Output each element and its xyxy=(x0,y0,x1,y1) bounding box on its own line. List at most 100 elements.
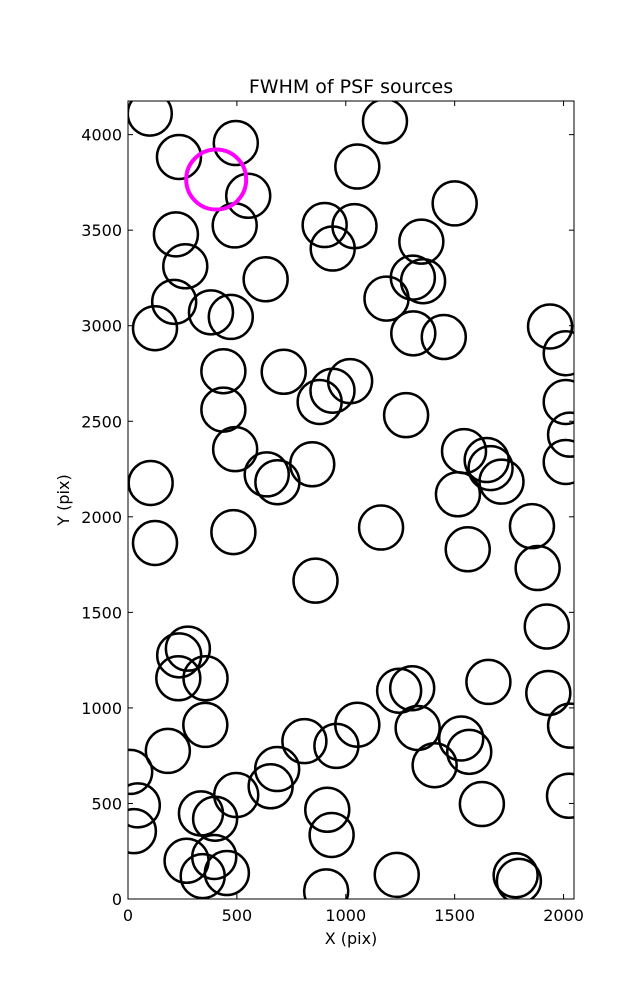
source-marker xyxy=(242,256,289,303)
source-marker xyxy=(361,101,409,145)
x-tick-label: 1000 xyxy=(325,906,366,925)
source-marker xyxy=(437,715,485,762)
y-tick-label: 0 xyxy=(112,890,122,909)
source-marker xyxy=(304,786,351,834)
source-marker xyxy=(131,519,179,567)
source-marker xyxy=(243,451,290,498)
source-marker xyxy=(326,357,374,405)
x-axis-label: X (pix) xyxy=(325,929,378,948)
source-marker xyxy=(357,504,405,551)
source-marker xyxy=(542,329,574,377)
source-marker xyxy=(254,458,301,506)
source-marker xyxy=(542,438,574,486)
source-marker xyxy=(546,411,574,458)
source-marker xyxy=(187,289,235,336)
source-marker xyxy=(398,218,445,265)
source-marker xyxy=(210,508,257,556)
source-marker xyxy=(334,143,381,190)
source-marker xyxy=(308,811,355,859)
y-axis: 0 500 1000 1500 2000 2500 3000 3500 4000 xyxy=(81,126,574,909)
source-marker xyxy=(467,444,514,492)
source-marker xyxy=(434,471,482,518)
source-marker xyxy=(495,857,543,899)
source-marker xyxy=(301,201,348,249)
source-marker xyxy=(191,795,239,842)
source-marker xyxy=(458,780,506,828)
highlighted-source-marker xyxy=(184,147,249,212)
source-marker xyxy=(182,655,229,702)
source-marker xyxy=(525,669,572,717)
source-marker xyxy=(182,701,229,749)
x-tick-label: 2000 xyxy=(543,906,584,925)
source-marker xyxy=(164,625,212,672)
x-tick-label: 0 xyxy=(123,906,133,925)
source-marker xyxy=(526,303,574,350)
y-tick-label: 500 xyxy=(91,794,122,813)
source-marker xyxy=(478,458,525,505)
source-marker xyxy=(411,741,458,789)
y-tick-label: 2500 xyxy=(81,412,122,431)
y-tick-label: 3000 xyxy=(81,317,122,336)
source-marker xyxy=(131,304,179,352)
y-tick-label: 3500 xyxy=(81,221,122,240)
y-tick-label: 4000 xyxy=(81,126,122,145)
source-marker xyxy=(150,278,198,326)
source-marker xyxy=(128,807,158,855)
source-marker xyxy=(247,763,294,810)
y-tick-label: 1500 xyxy=(81,603,122,622)
y-tick-label: 2000 xyxy=(81,508,122,527)
source-marker xyxy=(179,852,226,899)
source-marker xyxy=(203,849,251,897)
source-marker xyxy=(302,868,350,899)
source-marker xyxy=(155,632,203,679)
x-tick-label: 1500 xyxy=(434,906,475,925)
x-tick-label: 500 xyxy=(222,906,253,925)
source-marker xyxy=(128,782,162,829)
source-marker xyxy=(431,180,478,227)
source-marker xyxy=(388,664,436,712)
source-marker xyxy=(492,852,539,899)
source-marker xyxy=(155,133,203,181)
source-marker xyxy=(514,544,561,592)
source-marker xyxy=(523,603,571,650)
source-marker xyxy=(440,427,488,475)
source-markers xyxy=(128,101,574,899)
source-marker xyxy=(281,717,328,765)
source-marker xyxy=(446,728,493,776)
plot-frame xyxy=(127,100,575,900)
source-marker xyxy=(508,502,556,550)
source-marker xyxy=(292,557,339,604)
source-marker xyxy=(152,211,200,258)
source-marker xyxy=(546,702,574,749)
source-marker xyxy=(373,851,420,899)
source-marker xyxy=(200,347,247,395)
source-marker xyxy=(260,348,307,396)
source-marker xyxy=(382,391,430,439)
source-marker xyxy=(309,225,356,272)
source-marker xyxy=(363,275,410,322)
source-marker xyxy=(144,727,192,775)
source-marker xyxy=(128,101,174,137)
source-marker xyxy=(288,441,336,488)
source-marker xyxy=(128,748,154,796)
source-marker xyxy=(375,667,423,714)
source-marker xyxy=(224,172,272,220)
source-marker xyxy=(207,293,255,341)
source-marker xyxy=(211,425,259,473)
source-marker xyxy=(162,243,209,290)
source-marker xyxy=(296,378,343,426)
chart-title: FWHM of PSF sources xyxy=(249,76,453,98)
source-marker xyxy=(309,367,356,414)
source-marker xyxy=(545,772,574,820)
y-tick-label: 1000 xyxy=(81,699,122,718)
source-marker xyxy=(542,378,574,426)
source-marker xyxy=(155,655,202,702)
source-marker xyxy=(465,658,512,706)
source-marker xyxy=(390,310,437,357)
source-marker xyxy=(313,722,360,770)
source-marker xyxy=(444,526,491,573)
source-marker xyxy=(420,313,468,361)
source-marker xyxy=(128,459,174,507)
x-axis: 0 500 1000 1500 2000 xyxy=(123,101,584,925)
